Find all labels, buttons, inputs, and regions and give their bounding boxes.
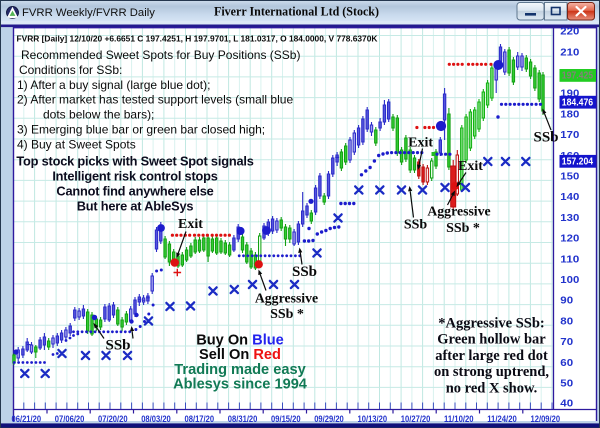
svg-text:no red X show.: no red X show. <box>446 380 538 396</box>
svg-text:2) After market has tested sup: 2) After market has tested support level… <box>17 93 293 107</box>
svg-text:3) Emerging blue bar or green: 3) Emerging blue bar or green bar closed… <box>17 123 265 137</box>
svg-text:11/24/20: 11/24/20 <box>487 414 517 425</box>
svg-text:*Aggressive SSb:: *Aggressive SSb: <box>438 316 544 332</box>
svg-text:Top stock picks with Sweet Spo: Top stock picks with Sweet Spot signals <box>16 153 253 168</box>
svg-text:Conditions for SSb:: Conditions for SSb: <box>19 63 122 77</box>
svg-text:120: 120 <box>560 234 580 245</box>
svg-text:SSb: SSb <box>105 338 130 354</box>
svg-text:after large red dot: after large red dot <box>435 348 548 364</box>
svg-text:SSb *: SSb * <box>270 307 304 322</box>
svg-text:60: 60 <box>560 358 573 369</box>
svg-text:09/29/20: 09/29/20 <box>314 414 344 425</box>
svg-text:180: 180 <box>560 109 580 120</box>
svg-text:140: 140 <box>560 192 580 203</box>
svg-text:80: 80 <box>560 316 573 327</box>
svg-text:220: 220 <box>560 27 580 38</box>
svg-text:110: 110 <box>560 254 580 265</box>
svg-text:10/13/20: 10/13/20 <box>358 414 388 425</box>
svg-text:SSb *: SSb * <box>446 221 480 236</box>
svg-text:11/10/20: 11/10/20 <box>444 414 474 425</box>
svg-text:06/21/20: 06/21/20 <box>12 414 42 425</box>
svg-text:07/06/20: 07/06/20 <box>55 414 85 425</box>
svg-text:Buy On Blue: Buy On Blue <box>196 333 284 349</box>
svg-text:Sell On Red: Sell On Red <box>199 347 281 363</box>
svg-text:Exit: Exit <box>178 217 203 232</box>
svg-text:dots below the bars);: dots below the bars); <box>43 108 154 122</box>
svg-text:170: 170 <box>560 130 580 141</box>
svg-text:on strong uptrend,: on strong uptrend, <box>434 364 549 380</box>
svg-text:Recommended Sweet Spots for Bu: Recommended Sweet Spots for Buy Position… <box>21 48 300 62</box>
svg-text:08/17/20: 08/17/20 <box>185 414 215 425</box>
svg-text:12/09/20: 12/09/20 <box>531 414 561 425</box>
svg-text:100: 100 <box>560 275 580 286</box>
svg-text:Fiverr International Ltd (Stoc: Fiverr International Ltd (Stock) <box>214 5 379 19</box>
svg-text:Exit: Exit <box>408 135 433 150</box>
svg-text:Green hollow bar: Green hollow bar <box>437 332 546 348</box>
svg-text:08/31/20: 08/31/20 <box>228 414 258 425</box>
svg-text:FVRR Weekly/FVRR Daily: FVRR Weekly/FVRR Daily <box>22 7 155 19</box>
svg-text:210: 210 <box>560 47 580 58</box>
svg-text:07/20/20: 07/20/20 <box>98 414 128 425</box>
svg-text:130: 130 <box>560 213 580 224</box>
svg-text:SSb: SSb <box>404 218 428 233</box>
svg-text:Exit: Exit <box>458 159 483 174</box>
svg-text:SSb: SSb <box>292 264 317 280</box>
svg-text:150: 150 <box>560 172 580 183</box>
svg-text:90: 90 <box>560 296 573 307</box>
svg-text:50: 50 <box>560 379 573 390</box>
svg-text:1) After a buy signal (large b: 1) After a buy signal (large blue dot); <box>17 78 210 92</box>
svg-text:197.425: 197.425 <box>562 71 594 82</box>
svg-text:FVRR [Daily] 12/10/20 +6.6651: FVRR [Daily] 12/10/20 +6.6651 C 197.4251… <box>17 33 378 43</box>
svg-text:70: 70 <box>560 337 573 348</box>
svg-text:Aggressive: Aggressive <box>255 291 318 306</box>
svg-text:Trading made easy: Trading made easy <box>174 362 306 378</box>
svg-text:Ablesys since 1994: Ablesys since 1994 <box>173 376 308 392</box>
svg-text:157.204: 157.204 <box>562 157 594 168</box>
svg-text:09/15/20: 09/15/20 <box>271 414 301 425</box>
svg-text:08/03/20: 08/03/20 <box>141 414 171 425</box>
svg-text:4) Buy at Sweet Spots: 4) Buy at Sweet Spots <box>17 137 136 151</box>
svg-text:Intelligent risk control stops: Intelligent risk control stops <box>52 168 217 183</box>
svg-text:SSb: SSb <box>533 130 558 146</box>
svg-text:184.476: 184.476 <box>562 98 594 109</box>
svg-text:Aggressive: Aggressive <box>427 204 490 219</box>
svg-text:40: 40 <box>560 399 573 410</box>
svg-text:But here at AbleSys: But here at AbleSys <box>77 198 194 213</box>
svg-text:Cannot find anywhere else: Cannot find anywhere else <box>56 183 213 198</box>
svg-text:10/27/20: 10/27/20 <box>401 414 431 425</box>
svg-text:190: 190 <box>560 89 580 100</box>
